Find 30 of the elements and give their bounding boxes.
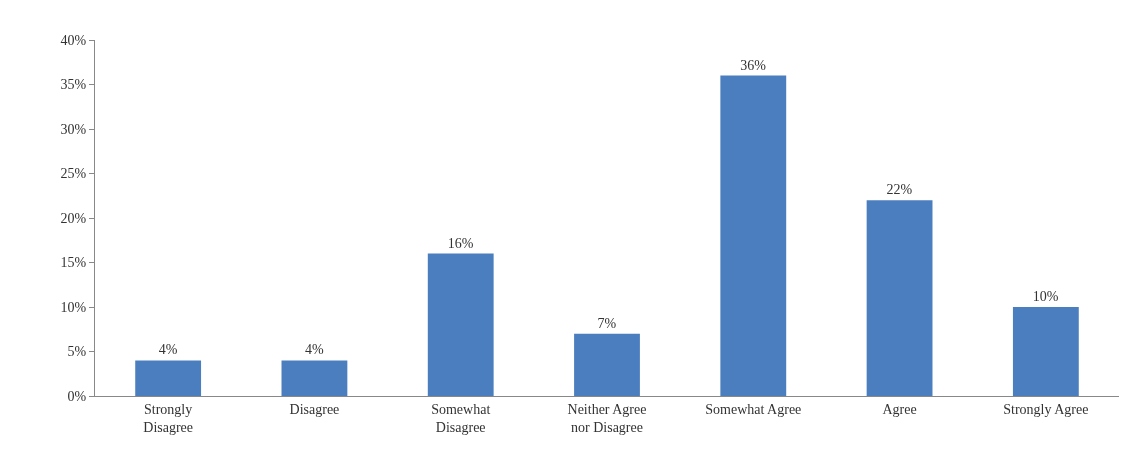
y-tick-label: 10% — [60, 299, 87, 315]
data-label: 10% — [1032, 289, 1059, 304]
data-label: 36% — [740, 57, 767, 73]
x-tick-label: Agree — [882, 401, 917, 417]
y-tick-label: 25% — [60, 166, 87, 182]
bar — [135, 360, 202, 396]
y-tick-label: 0% — [67, 388, 87, 404]
y-tick-label: 5% — [67, 344, 87, 360]
y-tick-label: 35% — [60, 77, 87, 93]
x-tick-label: Disagree — [289, 401, 340, 417]
x-tick-label: Somewhat Disagree — [431, 401, 491, 435]
bar — [281, 360, 348, 396]
x-tick-label: Somewhat Agree — [705, 401, 802, 417]
data-label: 16% — [447, 235, 474, 251]
y-tick-label: 15% — [60, 255, 87, 271]
x-tick-label: Strongly Disagree — [143, 401, 194, 435]
bar — [1012, 307, 1079, 396]
x-tick-label: Neither Agree nor Disagree — [567, 401, 647, 435]
x-tick-label: Strongly Agree — [1003, 401, 1089, 417]
bar — [427, 253, 494, 396]
y-tick-label: 30% — [60, 121, 87, 137]
bar — [720, 75, 787, 396]
bar — [866, 200, 933, 396]
data-label: 4% — [304, 342, 324, 358]
data-label: 7% — [597, 315, 617, 331]
data-label: 22% — [886, 182, 913, 198]
data-label: 4% — [158, 342, 178, 358]
bar — [574, 333, 640, 396]
y-tick-label: 20% — [60, 210, 87, 226]
y-tick-label: 40% — [60, 32, 87, 48]
